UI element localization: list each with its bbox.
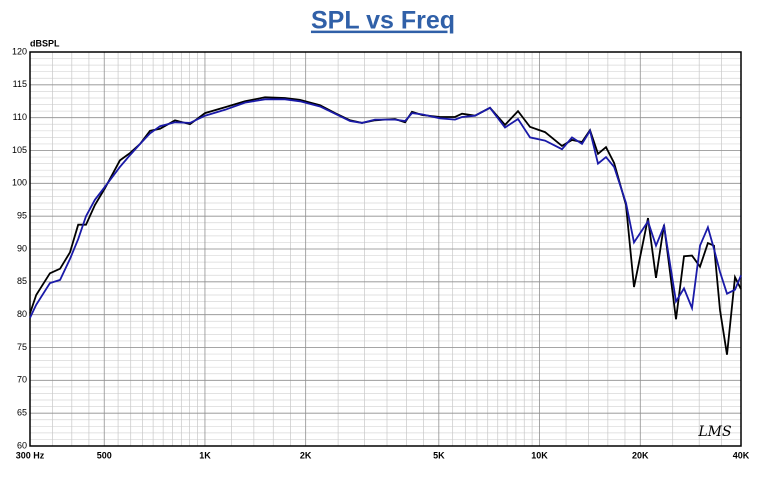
y-tick-label: 110 [13, 112, 27, 122]
y-tick-label: 65 [17, 408, 27, 418]
y-tick-label: 120 [12, 46, 27, 56]
y-tick-label: 95 [17, 211, 27, 221]
x-tick-label: 500 [97, 450, 112, 460]
y-tick-label: 70 [17, 375, 27, 385]
y-tick-label: 90 [17, 243, 27, 253]
y-tick-label: 100 [12, 178, 27, 188]
y-tick-label: 60 [17, 440, 27, 450]
x-tick-label: 5K [433, 450, 445, 460]
plot-border [29, 51, 742, 447]
x-tick-label: 20K [632, 450, 649, 460]
y-tick-label: 105 [12, 145, 27, 155]
y-tick-label: 80 [17, 309, 27, 319]
y-tick-label: 85 [17, 276, 27, 286]
x-tick-label: 40K [733, 450, 750, 460]
watermark: LMS [697, 424, 731, 440]
chart-title: SPL vs Freq [311, 7, 455, 35]
x-tick-label: 1K [199, 450, 211, 460]
y-axis-label: dBSPL [30, 38, 60, 48]
x-tick-label: 10K [531, 450, 548, 460]
x-tick-label: 300 Hz [16, 450, 45, 460]
series-line [29, 98, 742, 319]
x-tick-label: 2K [300, 450, 312, 460]
series-line [29, 96, 742, 355]
y-tick-label: 115 [13, 79, 27, 89]
y-tick-label: 75 [17, 342, 27, 352]
